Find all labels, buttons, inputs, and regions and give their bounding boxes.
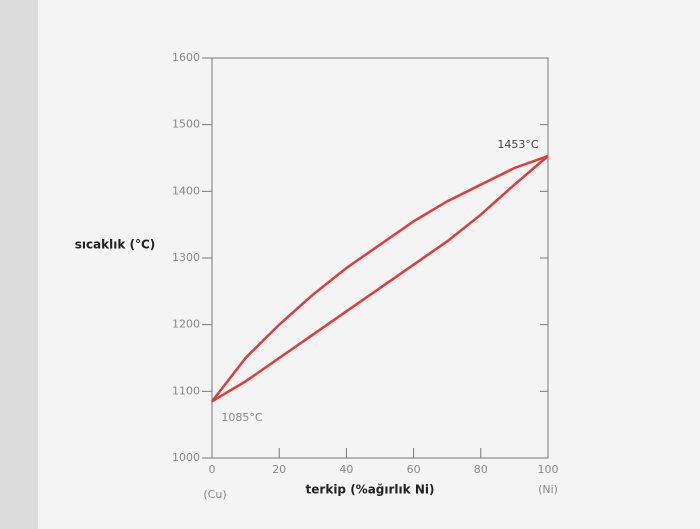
y-tick-label: 1500 <box>172 118 200 131</box>
annotation: 1453°C <box>497 138 538 151</box>
y-tick-label: 1300 <box>172 251 200 264</box>
x-tick-label: 0 <box>209 463 216 476</box>
x-tick-label: 60 <box>407 463 421 476</box>
annotation: (Cu) <box>203 488 226 501</box>
curve <box>211 154 549 403</box>
x-tick-label: 40 <box>339 463 353 476</box>
curve <box>211 155 549 403</box>
y-axis-label: sıcaklık (°C) <box>75 238 156 252</box>
x-axis-label: terkip (%ağırlık Ni) <box>306 483 435 497</box>
x-tick-label: 80 <box>474 463 488 476</box>
annotation: 1085°C <box>221 411 262 424</box>
y-tick-label: 1000 <box>172 451 200 464</box>
y-tick-label: 1400 <box>172 184 200 197</box>
y-tick-label: 1100 <box>172 384 200 397</box>
y-tick-label: 1600 <box>172 51 200 64</box>
x-tick-label: 100 <box>538 463 559 476</box>
screen <box>38 0 700 529</box>
y-tick-label: 1200 <box>172 318 200 331</box>
x-tick-label: 20 <box>272 463 286 476</box>
annotation: (Ni) <box>538 483 558 496</box>
